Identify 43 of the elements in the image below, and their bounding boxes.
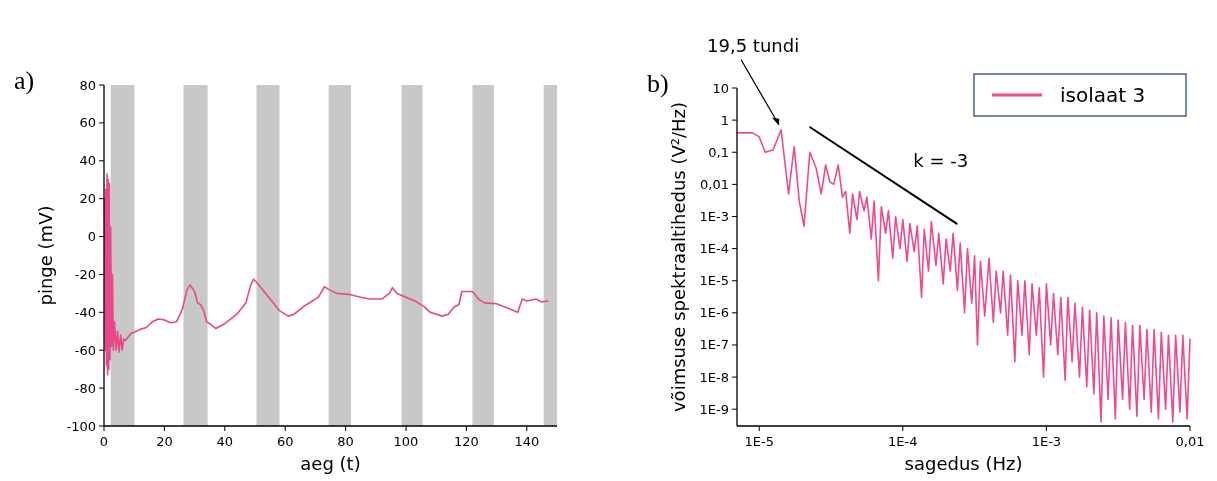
x-axis-title: sagedus (Hz)	[904, 453, 1023, 474]
y-tick-label: 1E-8	[699, 369, 729, 385]
x-tick-label: 0	[99, 434, 109, 449]
x-tick-label: 40	[216, 434, 234, 449]
legend-label: isolaat 3	[1060, 83, 1146, 107]
y-tick-label: 1	[720, 112, 729, 128]
y-tick-label: -80	[74, 380, 96, 396]
y-tick-label: 1E-3	[699, 208, 729, 224]
y-tick-label: 1E-7	[699, 337, 729, 353]
chart-title: b)	[647, 69, 669, 98]
y-tick-label: 0	[87, 229, 96, 245]
y-tick-label: 0,01	[700, 176, 729, 192]
x-tick-label: 1E-5	[744, 434, 774, 449]
line-series	[103, 173, 549, 376]
y-tick-label: 20	[79, 191, 96, 207]
x-tick-label: 80	[337, 434, 354, 449]
y-tick-label: 40	[79, 153, 96, 169]
x-tick-label: 0,01	[1175, 434, 1205, 449]
y-tick-label: -40	[74, 304, 96, 320]
y-tick-label: 80	[79, 77, 96, 93]
y-tick-label: 0,1	[708, 144, 729, 160]
y-axis-title: võimsuse spektraaltihedus (V²/Hz)	[668, 101, 689, 413]
y-tick-label: 1E-6	[699, 305, 729, 321]
y-tick-label: -60	[74, 342, 96, 358]
x-tick-label: 140	[514, 434, 540, 449]
y-tick-label: 1E-4	[699, 241, 729, 257]
x-axis-title: aeg (t)	[300, 453, 361, 474]
x-tick-label: 20	[156, 434, 173, 449]
x-tick-label: 120	[453, 434, 479, 449]
x-tick-label: 100	[393, 434, 419, 449]
y-tick-label: 10	[712, 80, 729, 96]
x-tick-label: 1E-3	[1031, 434, 1062, 449]
y-tick-label: 60	[79, 115, 96, 131]
y-axis-title: pinge (mV)	[35, 205, 56, 306]
x-tick-label: 60	[276, 434, 294, 449]
chart-title: a)	[14, 66, 35, 95]
y-tick-label: -100	[66, 418, 96, 434]
annotation: 19,5 tundi	[707, 34, 800, 56]
annotation: k = -3	[913, 150, 969, 172]
y-tick-label: 1E-5	[699, 273, 729, 289]
x-tick-label: 1E-4	[888, 434, 918, 449]
y-tick-label: -20	[74, 266, 96, 282]
y-tick-label: 1E-9	[699, 401, 729, 417]
